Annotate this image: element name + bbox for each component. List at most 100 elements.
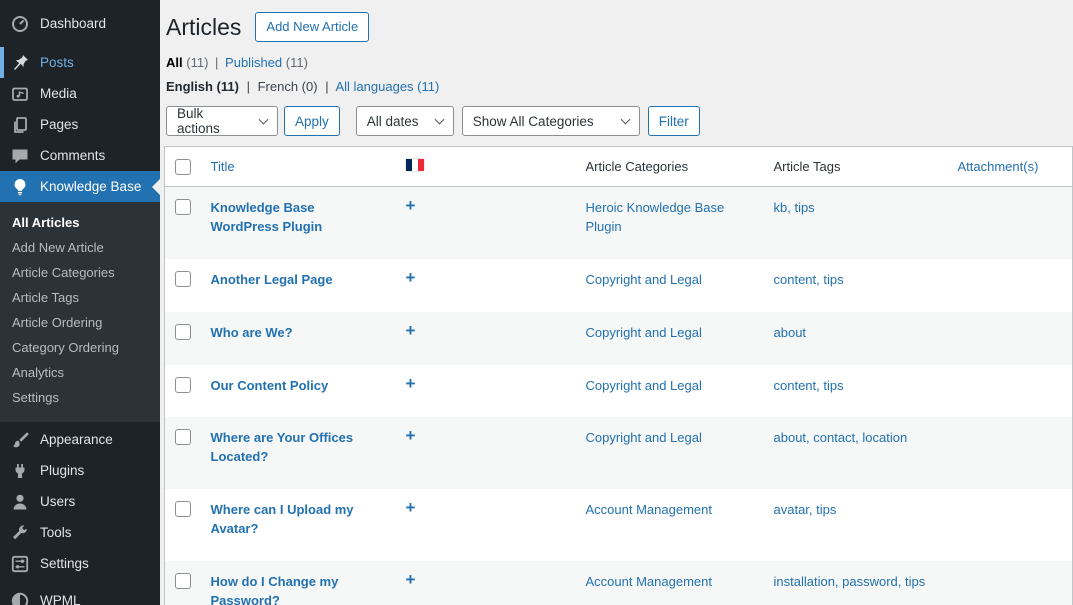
plugin-icon [10, 461, 30, 481]
article-tags-links[interactable]: avatar, tips [773, 502, 837, 518]
submenu-item-article-categories[interactable]: Article Categories [12, 265, 115, 280]
sidebar-item-comments[interactable]: Comments [0, 140, 160, 171]
row-checkbox[interactable] [175, 199, 191, 216]
apply-button[interactable]: Apply [284, 106, 340, 137]
sidebar-item-pages[interactable]: Pages [0, 109, 160, 140]
article-title-link[interactable]: Where are Your Offices Located? [210, 430, 354, 465]
sidebar-item-settings[interactable]: Settings [0, 548, 160, 579]
menu-separator [0, 39, 160, 47]
row-checkbox[interactable] [175, 376, 191, 393]
article-row: Who are We? + Copyright and Legal about [164, 311, 1073, 365]
sidebar-item-label: Knowledge Base [40, 179, 142, 194]
sidebar-item-label: Settings [40, 556, 89, 571]
article-tags-links[interactable]: about [773, 324, 807, 340]
article-title-link[interactable]: Knowledge Base WordPress Plugin [210, 200, 323, 235]
sidebar-item-media[interactable]: Media [0, 78, 160, 109]
article-category-link[interactable]: Account Management [585, 573, 712, 589]
sidebar-item-label: Dashboard [40, 16, 107, 31]
filter-separator: | [325, 79, 329, 95]
add-translation-button[interactable]: + [405, 196, 416, 216]
dashboard-icon [10, 14, 30, 34]
sidebar-item-wpml[interactable]: WPML [0, 585, 160, 605]
sidebar-item-dashboard[interactable]: Dashboard [0, 8, 160, 39]
sidebar-item-label: Posts [40, 55, 74, 70]
article-title-link[interactable]: Our Content Policy [210, 377, 329, 393]
add-translation-button[interactable]: + [405, 569, 416, 589]
column-header-title[interactable]: Title [210, 159, 235, 175]
article-title-link[interactable]: Who are We? [210, 324, 293, 340]
column-header-tags: Article Tags [773, 159, 841, 175]
chevron-down-icon [434, 114, 445, 125]
category-filter-select[interactable]: Show All Categories [461, 106, 640, 137]
row-checkbox[interactable] [175, 270, 191, 287]
sidebar-item-label: WPML [40, 593, 81, 605]
filter-published-count: (11) [285, 55, 308, 71]
sidebar-item-users[interactable]: Users [0, 486, 160, 517]
submenu-item-all-articles[interactable]: All Articles [12, 215, 80, 230]
sidebar-item-label: Appearance [40, 432, 113, 447]
sidebar-item-knowledge-base[interactable]: Knowledge Base [0, 171, 160, 202]
article-row: Our Content Policy + Copyright and Legal… [165, 365, 1073, 418]
filter-all-link[interactable]: All [166, 55, 183, 71]
sidebar-item-label: Plugins [40, 463, 85, 478]
date-filter-select[interactable]: All dates [355, 106, 454, 137]
sidebar-item-label: Tools [40, 525, 72, 540]
article-category-link[interactable]: Heroic Knowledge Base Plugin [585, 200, 725, 235]
row-checkbox[interactable] [175, 429, 191, 446]
article-category-link[interactable]: Account Management [585, 502, 712, 518]
add-translation-button[interactable]: + [405, 320, 416, 340]
article-category-link[interactable]: Copyright and Legal [585, 377, 702, 393]
sidebar-item-tools[interactable]: Tools [0, 517, 160, 548]
pin-icon [10, 53, 30, 73]
column-header-attachments[interactable]: Attachment(s) [957, 159, 1039, 175]
submenu-item-settings[interactable]: Settings [12, 390, 59, 405]
add-new-article-button[interactable]: Add New Article [255, 12, 370, 43]
article-title-link[interactable]: How do I Change my Password? [210, 573, 339, 605]
add-translation-button[interactable]: + [405, 426, 416, 446]
submenu-item-article-ordering[interactable]: Article Ordering [12, 315, 103, 330]
submenu-item-analytics[interactable]: Analytics [12, 365, 65, 380]
add-translation-button[interactable]: + [405, 498, 416, 518]
attachments-cell [948, 187, 1073, 259]
row-checkbox[interactable] [175, 572, 191, 589]
filter-english-link[interactable]: English (11) [166, 79, 239, 95]
row-checkbox[interactable] [175, 323, 191, 340]
filter-all-count: (11) [186, 55, 209, 71]
admin-sidebar: Dashboard Posts Media Pages Commen [0, 0, 160, 605]
lightbulb-icon [10, 177, 30, 197]
add-translation-button[interactable]: + [405, 267, 416, 287]
row-checkbox[interactable] [175, 501, 191, 518]
article-tags-links[interactable]: content, tips [773, 377, 844, 393]
table-body: Knowledge Base WordPress Plugin + Heroic… [164, 186, 1073, 605]
submenu-item-category-ordering[interactable]: Category Ordering [12, 340, 119, 355]
article-tags-links[interactable]: kb, tips [773, 200, 815, 216]
active-menu-arrow [152, 178, 160, 195]
sidebar-item-plugins[interactable]: Plugins [0, 455, 160, 486]
article-title-link[interactable]: Another Legal Page [210, 271, 333, 287]
bulk-actions-select[interactable]: Bulk actions [166, 106, 278, 137]
article-tags-links[interactable]: installation, password, tips [773, 573, 926, 589]
article-tags-links[interactable]: about, contact, location [773, 430, 908, 446]
article-category-link[interactable]: Copyright and Legal [585, 324, 702, 340]
sidebar-item-label: Media [40, 86, 77, 101]
add-translation-button[interactable]: + [405, 373, 416, 393]
article-category-link[interactable]: Copyright and Legal [585, 430, 702, 446]
article-tags-links[interactable]: content, tips [773, 271, 844, 287]
sidebar-item-posts[interactable]: Posts [0, 47, 160, 78]
sidebar-item-label: Pages [40, 117, 79, 132]
sidebar-item-appearance[interactable]: Appearance [0, 424, 160, 455]
submenu-item-add-new-article[interactable]: Add New Article [12, 240, 104, 255]
filter-published-link[interactable]: Published [225, 55, 283, 71]
select-all-checkbox[interactable] [175, 158, 191, 175]
article-title-link[interactable]: Where can I Upload my Avatar? [210, 502, 354, 536]
language-filter-links: English (11) | French (0) | All language… [166, 79, 1073, 94]
filter-french-link[interactable]: French (0) [257, 79, 318, 95]
page-title: Articles [166, 14, 242, 41]
submenu-item-article-tags[interactable]: Article Tags [12, 290, 79, 305]
article-category-link[interactable]: Copyright and Legal [585, 271, 702, 287]
list-toolbar: Bulk actions Apply All dates Show All Ca… [166, 106, 1073, 137]
filter-button[interactable]: Filter [647, 106, 700, 137]
filter-all-languages-link[interactable]: All languages (11) [335, 79, 440, 95]
main-content: Articles Add New Article All (11) | Publ… [160, 0, 1073, 605]
comment-icon [10, 146, 30, 166]
